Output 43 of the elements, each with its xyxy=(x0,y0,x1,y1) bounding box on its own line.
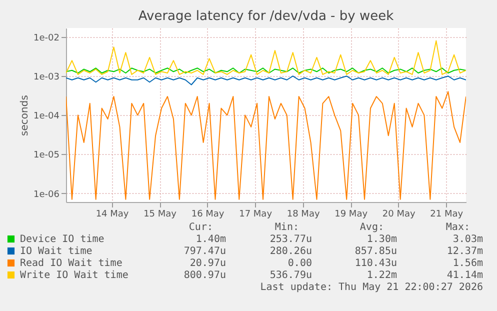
x-tick-label: 20 May xyxy=(382,210,416,220)
text: 3.03m xyxy=(452,234,483,246)
y-tick-label: 1e-02 xyxy=(34,34,60,44)
text: 800.97u xyxy=(184,270,226,282)
text: 110.43u xyxy=(354,258,397,270)
text: 280.26u xyxy=(270,246,312,258)
text: 20.97u xyxy=(190,258,226,270)
text: 1.30m xyxy=(366,234,397,246)
line-series xyxy=(66,91,466,200)
text: 253.77u xyxy=(270,234,312,246)
text: 1.22m xyxy=(366,270,397,282)
text: Cur: xyxy=(188,222,213,234)
x-tick-label: 16 May xyxy=(191,210,225,220)
legend-label: Read IO Wait time xyxy=(20,258,122,269)
y-tick-label: 1e-05 xyxy=(34,150,60,161)
legend-label: IO Wait time xyxy=(20,246,92,257)
text: 797.47u xyxy=(184,246,226,258)
line-series xyxy=(66,76,466,86)
text: 0.00 xyxy=(288,258,312,270)
y-tick-label: 1e-04 xyxy=(34,112,60,122)
legend-label: Write IO Wait time xyxy=(20,270,128,281)
text: 41.14m xyxy=(446,270,483,282)
text: Last update: Thu May 21 22:00:27 2026 xyxy=(260,282,483,294)
y-tick-label: 1e-03 xyxy=(34,72,60,83)
y-axis-title: seconds xyxy=(20,95,31,136)
x-tick-label: 18 May xyxy=(286,210,320,220)
y-tick-label: 1e-06 xyxy=(34,190,60,200)
line-series xyxy=(66,40,466,75)
text: 857.85u xyxy=(354,246,397,258)
x-tick-label: 14 May xyxy=(96,210,130,220)
chart-title: Average latency for /dev/vda - by week xyxy=(138,9,394,24)
text: 12.37m xyxy=(446,246,483,258)
text: 536.79u xyxy=(270,270,312,282)
text: 1.40m xyxy=(196,234,226,246)
x-tick-label: 19 May xyxy=(334,210,368,220)
text: Min: xyxy=(274,222,299,234)
text: Avg: xyxy=(360,222,384,234)
legend-label: Device IO time xyxy=(20,234,104,245)
x-tick-label: 17 May xyxy=(239,210,273,220)
text: 1.56m xyxy=(452,258,483,270)
x-tick-label: 21 May xyxy=(430,210,464,220)
text: Max: xyxy=(446,222,470,234)
x-tick-label: 15 May xyxy=(144,210,178,220)
